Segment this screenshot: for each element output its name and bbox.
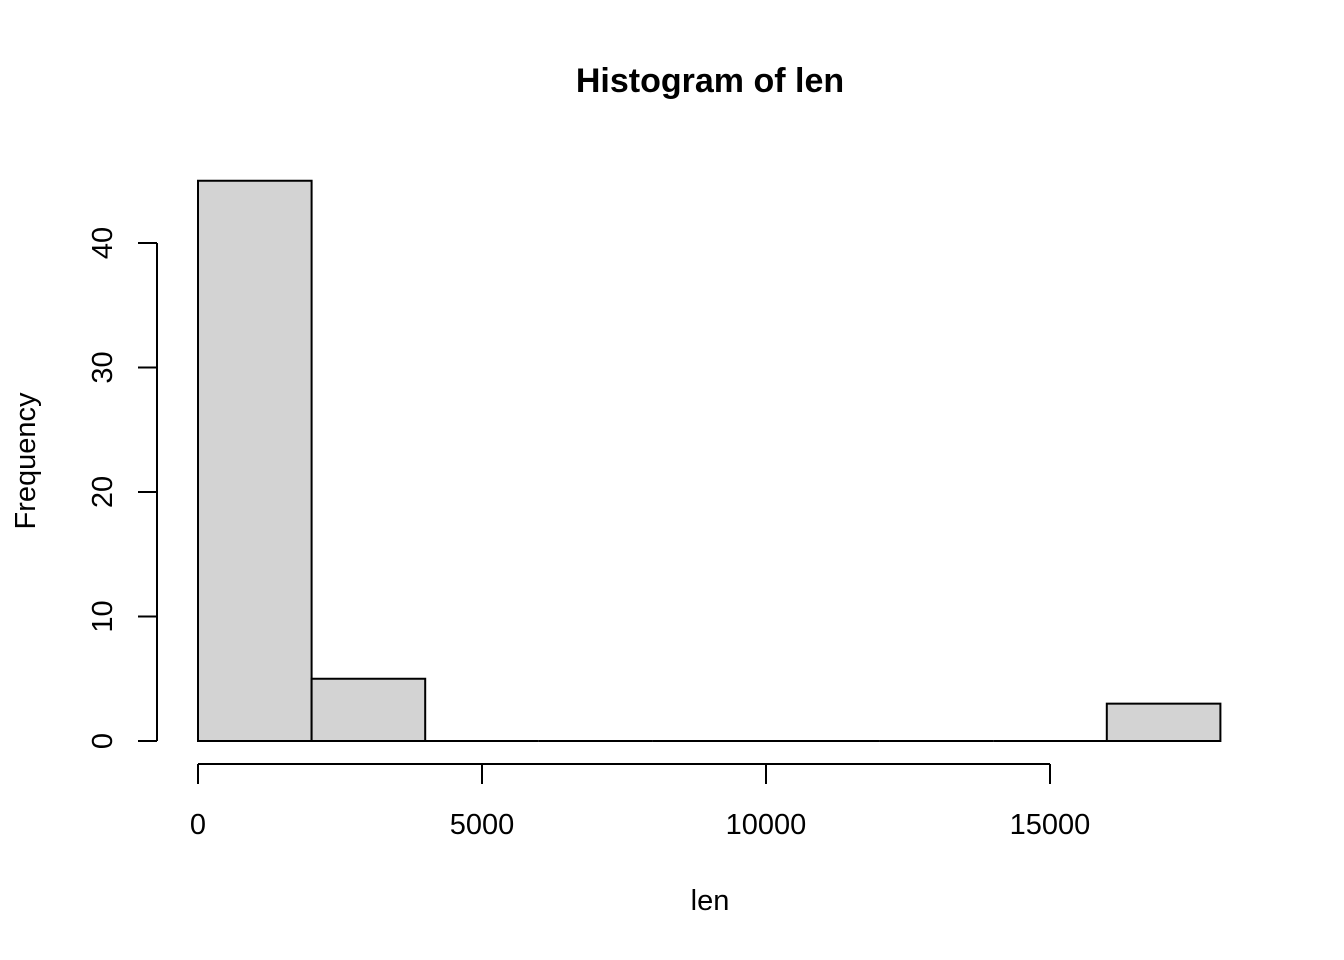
histogram-bar <box>310 677 427 742</box>
x-tick-label: 0 <box>190 809 206 841</box>
y-tick-label: 20 <box>87 476 119 508</box>
y-axis-label: Frequency <box>10 392 42 530</box>
x-axis: 0 5000 10000 15000 <box>190 763 1091 841</box>
x-tick-label: 15000 <box>1010 809 1091 841</box>
y-axis: 0 10 20 30 40 <box>87 227 158 749</box>
x-tick-label: 5000 <box>450 809 515 841</box>
y-tick-label: 0 <box>87 733 119 749</box>
y-tick-label: 10 <box>87 600 119 632</box>
y-tick-label: 40 <box>87 227 119 259</box>
histogram-bar <box>197 179 313 742</box>
histogram-bar <box>1105 702 1222 743</box>
y-tick-label: 30 <box>87 351 119 383</box>
x-tick-label: 10000 <box>726 809 807 841</box>
chart-title: Histogram of len <box>576 62 844 100</box>
bars-group <box>197 179 1222 743</box>
x-axis-label: len <box>691 885 730 917</box>
